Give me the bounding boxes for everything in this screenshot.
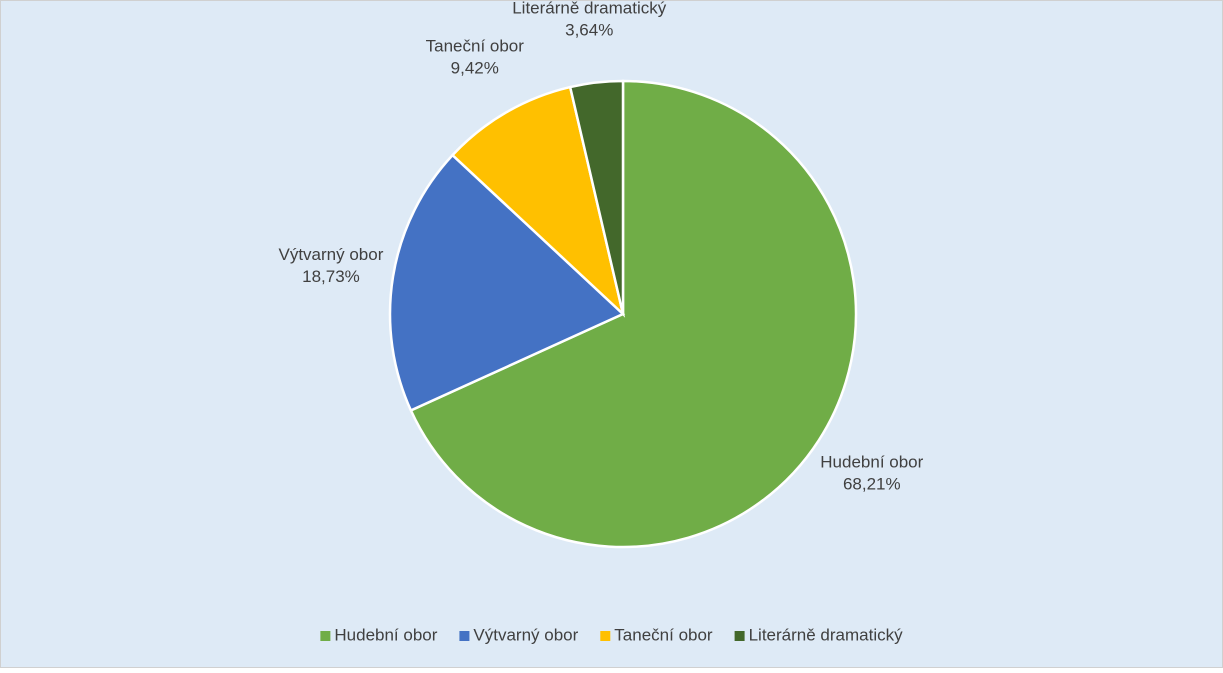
legend: Hudební obor Výtvarný obor Taneční obor Lit… [320,625,903,644]
legend-swatch [320,631,331,641]
slice-value-label: 9,42% [451,58,499,77]
pie-slice [568,79,625,315]
legend-swatch [600,631,611,641]
pie-slice [450,85,626,318]
slice-value-label: 3,64% [565,21,613,40]
legend-swatch [734,631,745,641]
pie-slice [409,79,858,549]
legend-label: Hudební obor [334,625,437,644]
legend-label: Taneční obor [614,625,713,644]
legend-swatch [459,631,470,641]
legend-label: Literárně dramatický [749,625,904,644]
slice-category-label: Taneční obor [426,36,525,55]
slice-category-label: Literárně dramatický [512,0,667,18]
slice-category-label: Výtvarný obor [279,245,384,264]
legend-label: Výtvarný obor [473,625,578,644]
slice-category-label: Hudební obor [820,453,923,472]
slice-value-label: 68,21% [843,475,901,494]
pie-slice [388,153,626,413]
slice-value-label: 18,73% [302,267,360,286]
